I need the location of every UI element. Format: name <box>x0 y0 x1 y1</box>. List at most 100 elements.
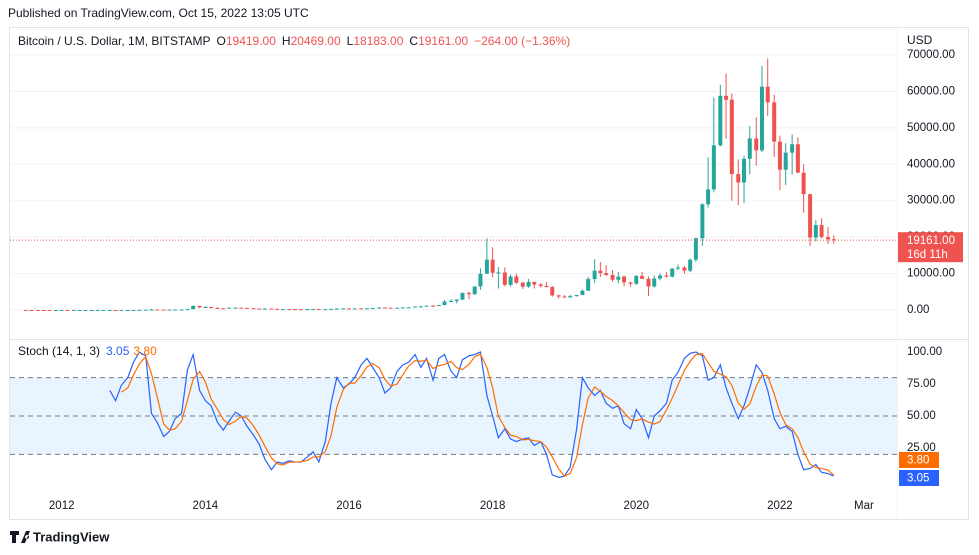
candle-body <box>161 309 166 311</box>
candle-body <box>83 309 88 311</box>
published-note: Published on TradingView.com, Oct 15, 20… <box>8 6 309 20</box>
candle-body <box>209 306 214 308</box>
candle-body <box>484 259 489 274</box>
candle-body <box>77 309 82 311</box>
brand: TradingView <box>33 529 110 544</box>
candle-body <box>191 305 196 310</box>
x-tick-label: 2014 <box>193 500 219 512</box>
y-tick-label: 25.00 <box>907 442 936 454</box>
x-tick-label: Mar <box>854 500 874 512</box>
candle-body <box>107 309 112 311</box>
candle-body <box>754 138 759 151</box>
candle-body <box>598 270 603 274</box>
symbol: Bitcoin / U.S. Dollar, 1M, BITSTAMP <box>18 34 211 48</box>
stoch-line <box>109 351 835 479</box>
candle-body <box>718 95 723 146</box>
candle-body <box>592 270 597 280</box>
ohlc-key: C <box>409 34 418 48</box>
candle-body <box>400 307 405 309</box>
candle-body <box>113 309 118 311</box>
candle-body <box>580 290 585 296</box>
candle-body <box>131 309 136 311</box>
candle-body <box>520 282 525 287</box>
candle-body <box>293 309 298 311</box>
candle-body <box>395 307 400 309</box>
chart-frame <box>9 27 969 520</box>
candle-body <box>382 307 387 309</box>
candle-body <box>221 308 226 310</box>
candle-body <box>203 306 208 308</box>
ohlc-key: H <box>282 34 291 48</box>
candle-body <box>826 236 831 240</box>
y-tick-label: 40000.00 <box>907 158 955 170</box>
candle-body <box>657 275 662 279</box>
candle-body <box>173 309 178 311</box>
candle-body <box>413 306 418 308</box>
candle-body <box>41 309 46 311</box>
ohlc-key: O <box>217 34 226 48</box>
stoch-line <box>120 353 835 477</box>
candle-body <box>765 86 770 103</box>
candle-body <box>693 238 698 260</box>
candle-body <box>257 308 262 310</box>
price-tag <box>898 232 963 263</box>
x-tick-label: 2012 <box>49 500 75 512</box>
candle-body <box>640 275 645 279</box>
candle-body <box>742 158 747 183</box>
candle-body <box>155 309 160 311</box>
candle-body <box>682 267 687 271</box>
y-tick-label: 30000.00 <box>907 195 955 207</box>
candle-body <box>364 308 369 310</box>
candle-body <box>370 308 375 310</box>
y-tick-label: 0.00 <box>907 304 929 316</box>
candle-body <box>167 309 172 311</box>
candle-body <box>783 152 788 170</box>
y-tick-label: 50.00 <box>907 410 936 422</box>
x-tick-label: 2020 <box>623 500 649 512</box>
candle-body <box>352 308 357 310</box>
legend-value: 3.05 <box>106 344 130 358</box>
y-tick-label: 75.00 <box>907 378 936 390</box>
candle-body <box>646 278 651 287</box>
labels-layer: 2012 2014 2016 2018 2020 2022 Mar 0.00 10000.00 2… <box>49 49 963 512</box>
candle-body <box>616 276 621 280</box>
candle-body <box>227 307 232 309</box>
candle-body <box>801 172 806 195</box>
candle-body <box>747 138 752 159</box>
y-tick-label: 70000.00 <box>907 49 955 61</box>
candle-body <box>233 307 238 309</box>
candle-body <box>311 308 316 310</box>
candle-body <box>215 307 220 309</box>
candle-body <box>688 259 693 271</box>
candle-body <box>185 309 190 311</box>
candle-body <box>262 308 267 310</box>
candle-body <box>831 239 836 241</box>
candle-body <box>269 308 274 310</box>
ohlc-value: 19161.00 <box>418 34 468 48</box>
candle-body <box>245 307 250 309</box>
candle-body <box>478 273 483 287</box>
candle-body <box>346 308 351 310</box>
y-tick-label: 50000.00 <box>907 122 955 134</box>
x-tick-label: 2018 <box>480 500 506 512</box>
candle-body <box>119 309 124 311</box>
candle-body <box>544 285 549 288</box>
candle-body <box>251 308 256 310</box>
value-tag-label: 3.05 <box>907 473 929 485</box>
candle-body <box>316 308 321 310</box>
candle-body <box>490 259 495 273</box>
candle-body <box>149 309 154 311</box>
candle-body <box>670 268 675 277</box>
price-tag-label: 19161.00 <box>907 235 955 247</box>
candle-body <box>466 292 471 295</box>
change: −264.00 (−1.36%) <box>474 34 570 48</box>
value-tag-label: 3.80 <box>907 455 929 467</box>
logo-icon <box>10 531 30 543</box>
candle-body <box>65 309 70 311</box>
x-tick-label: 2016 <box>336 500 362 512</box>
currency: USD <box>907 33 933 47</box>
candle-body <box>675 267 680 269</box>
candle-body <box>436 305 441 307</box>
